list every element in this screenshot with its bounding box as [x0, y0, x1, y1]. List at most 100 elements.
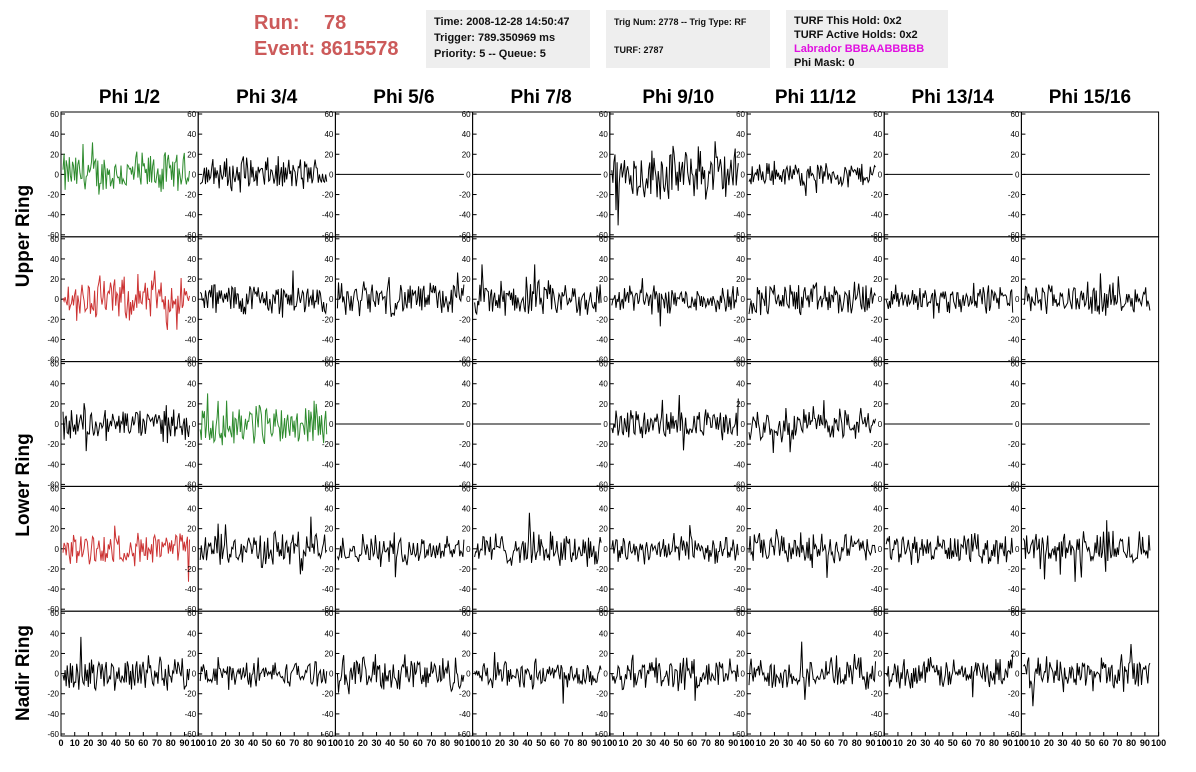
x-tick-label: 30 — [920, 738, 930, 748]
x-tick-label: 30 — [1058, 738, 1068, 748]
labrador-text: Labrador BBBAABBBBB — [794, 43, 925, 55]
y-tick-label: -60 — [322, 730, 334, 739]
y-tick-label: -40 — [322, 460, 334, 469]
waveform-panel-r4-c1: 60 40 20 0 -20 -40 -60 — [47, 484, 199, 614]
x-tick-label: 70 — [701, 738, 711, 748]
x-tick-label: 70 — [289, 738, 299, 748]
y-tick-label: 60 — [1010, 484, 1019, 493]
y-tick-label: 0 — [192, 295, 197, 304]
y-tick-label: -60 — [596, 480, 608, 489]
y-tick-label: -60 — [185, 231, 197, 240]
y-tick-label: -40 — [733, 335, 745, 344]
y-tick-label: -40 — [459, 460, 471, 469]
y-tick-label: -40 — [1008, 460, 1020, 469]
y-tick-label: 0 — [741, 670, 746, 679]
y-tick-label: 40 — [599, 255, 608, 264]
x-tick-label: 20 — [221, 738, 231, 748]
y-tick-label: -20 — [871, 440, 883, 449]
x-tick-label: 10 — [207, 738, 217, 748]
y-tick-label: -60 — [733, 605, 745, 614]
y-tick-label: -20 — [185, 690, 197, 699]
y-tick-label: -40 — [322, 335, 334, 344]
y-tick-label: 0 — [55, 170, 60, 179]
x-tick-label: 40 — [385, 738, 395, 748]
y-tick-label: -20 — [1008, 440, 1020, 449]
waveform-trace — [748, 529, 876, 578]
y-tick-label: 60 — [736, 609, 745, 618]
y-tick-label: 0 — [466, 420, 471, 429]
waveform-panel-r2-c6: 60 40 20 0 -20 -40 -60 — [733, 235, 885, 365]
waveform-panel-r2-c8: 60 40 20 0 -20 -40 -60 — [1008, 235, 1160, 365]
x-tick-label: 80 — [715, 738, 725, 748]
y-tick-label: -40 — [596, 335, 608, 344]
y-tick-label: 40 — [50, 505, 59, 514]
y-tick-label: 60 — [462, 235, 471, 244]
waveform-trace — [611, 525, 739, 565]
y-tick-label: -60 — [47, 730, 59, 739]
y-tick-label: 60 — [50, 609, 59, 618]
x-tick-label: 70 — [838, 738, 848, 748]
x-tick-label: 30 — [372, 738, 382, 748]
y-tick-label: 40 — [873, 629, 882, 638]
waveform-panel-r5-c7: 60 40 20 0 -20 -40 -60 — [871, 609, 1022, 739]
column-header-2: Phi 3/4 — [236, 87, 298, 108]
waveform-trace — [199, 156, 328, 193]
y-tick-label: 20 — [1010, 649, 1019, 658]
y-tick-label: -40 — [871, 335, 883, 344]
y-tick-label: 20 — [736, 525, 745, 534]
y-tick-label: 0 — [878, 670, 883, 679]
waveform-trace — [199, 393, 328, 446]
trigger-text: Trigger: 789.350969 ms — [434, 32, 556, 44]
waveform-trace — [748, 400, 876, 454]
x-tick-label: 60 — [276, 738, 286, 748]
y-tick-label: 60 — [50, 110, 59, 119]
waveform-trace — [199, 657, 328, 690]
column-header-8: Phi 15/16 — [1048, 87, 1132, 108]
y-tick-label: 0 — [603, 670, 608, 679]
y-tick-label: -20 — [871, 315, 883, 324]
y-tick-label: -40 — [459, 335, 471, 344]
y-tick-label: -60 — [322, 605, 334, 614]
y-tick-label: -20 — [322, 565, 334, 574]
run-event-block: Run: 78 Event: 8615578 — [254, 10, 399, 62]
x-tick-label: 100 — [739, 738, 754, 748]
run-label: Run: — [254, 12, 300, 34]
y-tick-label: 20 — [324, 525, 333, 534]
y-tick-label: -20 — [1008, 315, 1020, 324]
waveform-panel-r5-c4: 60 40 20 0 -20 -40 -60 — [459, 609, 611, 739]
turf-this-hold-text: TURF This Hold: 0x2 — [794, 15, 902, 27]
waveform-trace — [748, 160, 876, 197]
y-tick-label: -60 — [871, 480, 883, 489]
x-tick-label: 100 — [877, 738, 892, 748]
y-tick-label: -20 — [47, 565, 59, 574]
y-tick-label: -40 — [185, 710, 197, 719]
x-tick-label: 40 — [248, 738, 258, 748]
y-tick-label: 40 — [187, 380, 196, 389]
y-tick-label: -60 — [871, 730, 883, 739]
y-tick-label: -40 — [185, 211, 197, 220]
y-tick-label: -20 — [733, 690, 745, 699]
y-tick-label: 0 — [329, 420, 334, 429]
waveform-panel-r1-c8: 60 40 20 0 -20 -40 -60 — [1008, 110, 1160, 240]
y-tick-label: 0 — [878, 545, 883, 554]
turf-info-box: TURF This Hold: 0x2 TURF Active Holds: 0… — [786, 10, 948, 69]
waveform-trace — [62, 142, 190, 195]
y-tick-label: -40 — [459, 710, 471, 719]
waveform-panel-r5-c5: 60 40 20 0 -20 -40 -60 — [596, 609, 748, 739]
y-tick-label: 40 — [1010, 130, 1019, 139]
y-tick-label: 60 — [599, 360, 608, 369]
x-tick-label: 60 — [413, 738, 423, 748]
y-tick-label: 40 — [462, 255, 471, 264]
y-tick-label: -60 — [47, 231, 59, 240]
y-tick-label: 40 — [324, 505, 333, 514]
y-tick-label: 20 — [324, 649, 333, 658]
y-tick-label: 0 — [741, 170, 746, 179]
y-tick-label: -40 — [322, 585, 334, 594]
y-tick-label: 20 — [599, 525, 608, 534]
y-tick-label: 0 — [603, 295, 608, 304]
y-tick-label: 20 — [187, 649, 196, 658]
x-tick-label: 70 — [152, 738, 162, 748]
y-tick-label: 20 — [1010, 275, 1019, 284]
waveform-panel-r4-c3: 60 40 20 0 -20 -40 -60 — [322, 484, 474, 614]
y-tick-label: -60 — [871, 605, 883, 614]
